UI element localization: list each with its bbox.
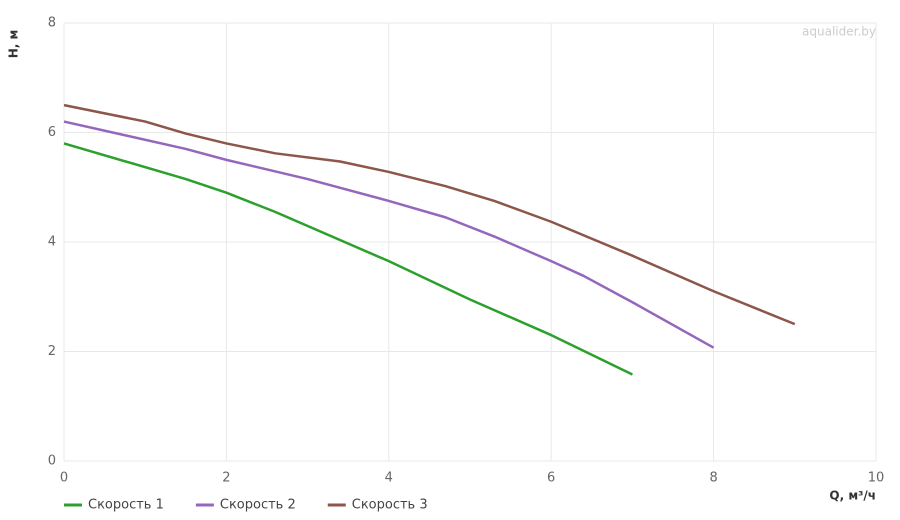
y-tick-label: 2 — [48, 344, 56, 359]
x-tick-label: 4 — [385, 471, 393, 486]
y-tick-label: 4 — [48, 235, 56, 250]
x-tick-label: 0 — [60, 471, 68, 486]
y-tick-label: 6 — [48, 125, 56, 140]
y-tick-label: 0 — [48, 454, 56, 469]
legend-label: Скорость 2 — [220, 498, 296, 513]
legend-label: Скорость 1 — [88, 498, 164, 513]
x-tick-label: 2 — [222, 471, 230, 486]
y-axis-label: H, м — [7, 30, 21, 59]
x-axis-label: Q, м³/ч — [829, 489, 876, 503]
x-tick-label: 6 — [547, 471, 555, 486]
x-tick-label: 10 — [868, 471, 885, 486]
legend-label: Скорость 3 — [352, 498, 428, 513]
x-tick-label: 8 — [709, 471, 717, 486]
series-line — [63, 142, 633, 376]
series-line — [63, 120, 715, 349]
series-line — [63, 103, 796, 326]
y-tick-label: 8 — [48, 16, 56, 31]
watermark: aqualider.by — [802, 25, 876, 39]
